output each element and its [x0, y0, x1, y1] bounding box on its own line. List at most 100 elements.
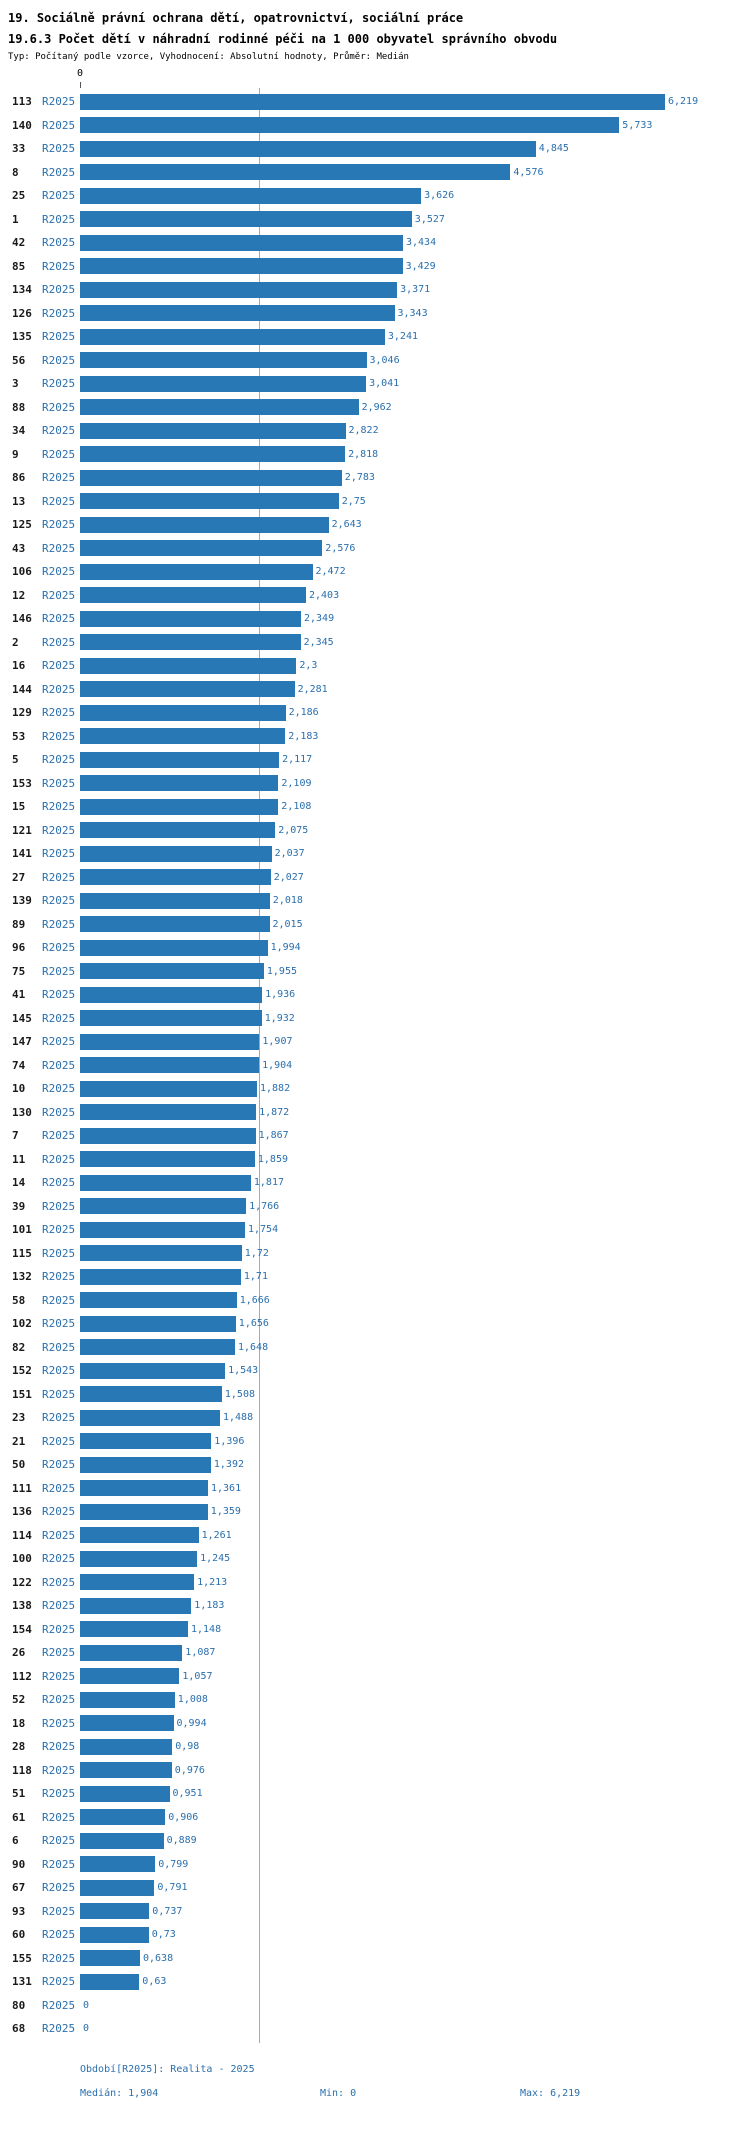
bar-value-label: 6,219: [668, 96, 699, 108]
region-code-label: 100: [12, 1552, 32, 1566]
bar-row: 102 R2025 1,656: [0, 1312, 750, 1336]
bar-track: 3,343: [80, 305, 750, 322]
bar: [80, 140, 536, 157]
chart-subtitle: Typ: Počítaný podle vzorce, Vyhodnocení:…: [8, 52, 409, 62]
region-code-label: 89: [12, 917, 26, 931]
series-label: R2025: [42, 1904, 76, 1918]
bar-value-label: 0,994: [176, 1717, 207, 1729]
bar-track: 1,508: [80, 1386, 750, 1403]
bar-value-label: 2,75: [341, 495, 366, 507]
region-code-label: 125: [12, 518, 32, 532]
bar-row: 52 R2025 1,008: [0, 1688, 750, 1712]
region-code-label: 15: [12, 800, 26, 814]
bar-row: 136 R2025 1,359: [0, 1500, 750, 1524]
region-code-label: 13: [12, 494, 26, 508]
bar: [80, 1762, 172, 1779]
bar-row: 75 R2025 1,955: [0, 960, 750, 984]
region-code-label: 141: [12, 847, 32, 861]
bar-row: 43 R2025 2,576: [0, 537, 750, 561]
bar-track: 2,186: [80, 704, 750, 721]
bar-track: 2,117: [80, 751, 750, 768]
bar-value-label: 2,3: [299, 660, 318, 672]
bar: [80, 375, 367, 392]
series-label: R2025: [42, 1223, 76, 1237]
bar-value-label: 1,994: [270, 942, 301, 954]
bar: [80, 1174, 251, 1191]
bar-track: 0,951: [80, 1785, 750, 1802]
bar-track: 1,087: [80, 1644, 750, 1661]
bar-row: 90 R2025 0,799: [0, 1853, 750, 1877]
bar-value-label: 1,057: [182, 1670, 213, 1682]
series-label: R2025: [42, 1857, 76, 1871]
region-code-label: 93: [12, 1904, 26, 1918]
bar-row: 42 R2025 3,434: [0, 231, 750, 255]
bar-value-label: 2,345: [303, 636, 334, 648]
bar: [80, 1292, 237, 1309]
bar-value-label: 1,936: [265, 989, 296, 1001]
bar-value-label: 3,241: [387, 331, 418, 343]
series-label: R2025: [42, 471, 76, 485]
bar-row: 86 R2025 2,783: [0, 466, 750, 490]
bar-value-label: 1,008: [177, 1694, 208, 1706]
series-label: R2025: [42, 917, 76, 931]
bar-value-label: 1,148: [191, 1623, 222, 1635]
bar: [80, 657, 297, 674]
bar: [80, 1127, 256, 1144]
bar-value-label: 2,962: [361, 401, 392, 413]
bar-track: 2,643: [80, 516, 750, 533]
bar-track: 2,403: [80, 587, 750, 604]
region-code-label: 14: [12, 1176, 26, 1190]
series-label: R2025: [42, 95, 76, 109]
bar: [80, 1550, 198, 1567]
region-code-label: 115: [12, 1246, 32, 1260]
bar: [80, 516, 329, 533]
bar-track: 2,075: [80, 822, 750, 839]
region-code-label: 151: [12, 1387, 32, 1401]
bar: [80, 1010, 262, 1027]
bar: [80, 1597, 192, 1614]
region-code-label: 3: [12, 377, 19, 391]
series-label: R2025: [42, 1975, 76, 1989]
bar-value-label: 1,245: [200, 1553, 231, 1565]
bar-row: 140 R2025 5,733: [0, 114, 750, 138]
bar-track: 0,638: [80, 1950, 750, 1967]
region-code-label: 130: [12, 1105, 32, 1119]
bar-track: 5,733: [80, 117, 750, 134]
region-code-label: 101: [12, 1223, 32, 1237]
series-label: R2025: [42, 1082, 76, 1096]
bar-value-label: 1,213: [197, 1576, 228, 1588]
bar-row: 80 R2025 0: [0, 1994, 750, 2018]
series-label: R2025: [42, 377, 76, 391]
region-code-label: 75: [12, 964, 26, 978]
series-label: R2025: [42, 1105, 76, 1119]
bar-value-label: 4,845: [538, 143, 569, 155]
series-label: R2025: [42, 635, 76, 649]
bar-row: 85 R2025 3,429: [0, 255, 750, 279]
bar-row: 25 R2025 3,626: [0, 184, 750, 208]
bar-value-label: 1,766: [249, 1200, 280, 1212]
bar-row: 152 R2025 1,543: [0, 1359, 750, 1383]
bar: [80, 1715, 174, 1732]
bar-value-label: 0,638: [143, 1952, 174, 1964]
bar-row: 145 R2025 1,932: [0, 1007, 750, 1031]
bar-row: 112 R2025 1,057: [0, 1665, 750, 1689]
bar-value-label: 1,872: [259, 1106, 290, 1118]
bar-value-label: 1,907: [262, 1036, 293, 1048]
series-label: R2025: [42, 1552, 76, 1566]
bar-value-label: 1,396: [214, 1435, 245, 1447]
series-label: R2025: [42, 494, 76, 508]
bar: [80, 728, 286, 745]
bar-value-label: 0,73: [151, 1929, 176, 1941]
region-code-label: 118: [12, 1763, 32, 1777]
bar-row: 23 R2025 1,488: [0, 1406, 750, 1430]
series-label: R2025: [42, 424, 76, 438]
region-code-label: 136: [12, 1505, 32, 1519]
region-code-label: 61: [12, 1810, 26, 1824]
bar-row: 141 R2025 2,037: [0, 842, 750, 866]
bar: [80, 493, 339, 510]
bar-row: 144 R2025 2,281: [0, 678, 750, 702]
bar: [80, 634, 301, 651]
region-code-label: 138: [12, 1599, 32, 1613]
series-label: R2025: [42, 189, 76, 203]
bar: [80, 892, 270, 909]
